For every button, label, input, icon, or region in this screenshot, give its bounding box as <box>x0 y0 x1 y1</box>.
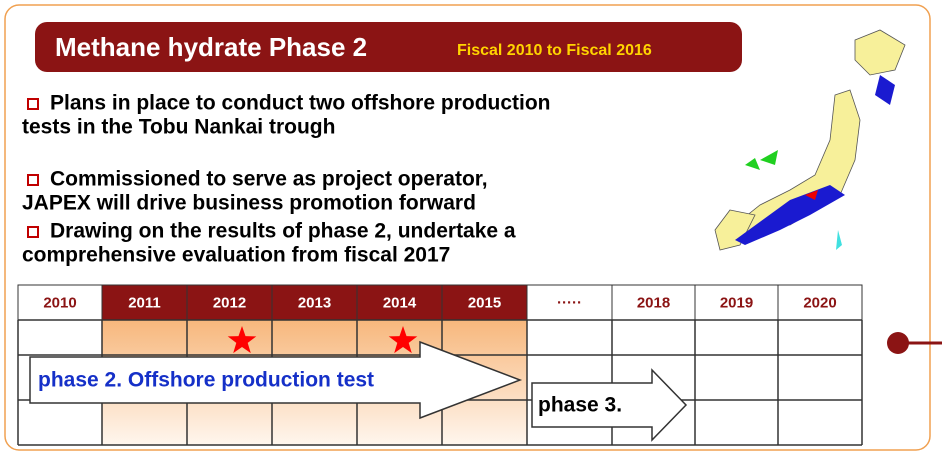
header-label: 2020 <box>803 294 836 311</box>
header-label: 2014 <box>383 294 417 311</box>
bullet-text: Drawing on the results of phase 2, under… <box>50 220 516 243</box>
title-banner <box>35 22 742 72</box>
header-cell <box>17 284 103 321</box>
header-cell <box>271 284 358 321</box>
header-label: 2012 <box>213 294 246 311</box>
star <box>227 326 257 354</box>
header-cell <box>777 284 863 321</box>
header-label: 2013 <box>298 294 331 311</box>
header-cell <box>526 284 613 321</box>
header-cell <box>611 284 696 321</box>
star <box>388 326 418 354</box>
header-label: 2018 <box>637 294 670 311</box>
header-cell <box>441 284 528 321</box>
bullet-text: tests in the Tobu Nankai trough <box>22 116 335 139</box>
subtitle: Fiscal 2010 to Fiscal 2016 <box>457 42 652 59</box>
title: Methane hydrate Phase 2 <box>55 32 367 62</box>
bullet-marker <box>27 98 39 110</box>
header-label: 2011 <box>128 294 161 311</box>
phase2-arrow <box>29 340 523 420</box>
bullet-text: Commissioned to serve as project operato… <box>50 168 488 191</box>
connector-dot <box>887 332 909 354</box>
header-cell <box>101 284 188 321</box>
header-label: 2015 <box>468 294 501 311</box>
bullet-marker <box>27 174 39 186</box>
phase2-label: phase 2. Offshore production test <box>38 369 374 392</box>
bullet-text: Plans in place to conduct two offshore p… <box>50 92 551 115</box>
bullet-text: comprehensive evaluation from fiscal 201… <box>22 244 450 267</box>
bullet-text: JAPEX will drive business promotion forw… <box>22 192 476 215</box>
header-label: 2010 <box>43 294 76 311</box>
header-label: 2019 <box>720 294 753 311</box>
phase3-arrow <box>531 368 688 442</box>
header-cell <box>186 284 273 321</box>
phase3-label: phase 3. <box>538 394 622 417</box>
header-label: ····· <box>557 294 582 311</box>
bullet-marker <box>27 226 39 238</box>
header-cell <box>694 284 779 321</box>
japan-map <box>714 29 906 251</box>
